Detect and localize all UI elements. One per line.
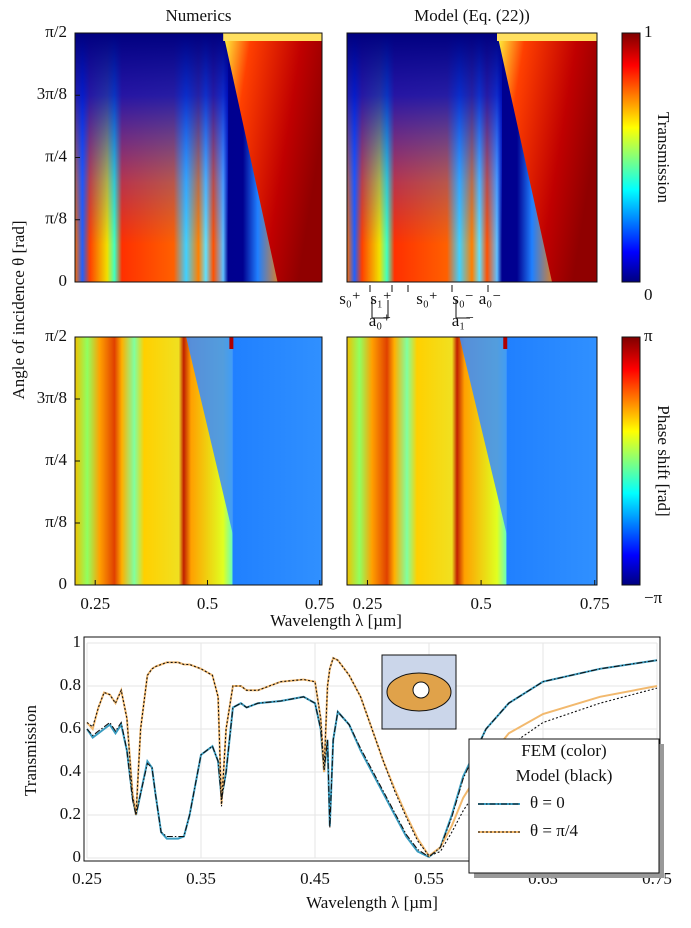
mode-label: a₁⁻ <box>452 311 474 330</box>
panel-frame <box>346 32 598 283</box>
colorbar-tick-label: π <box>644 326 653 345</box>
heatmap-wedge <box>223 33 322 282</box>
legend-box <box>468 738 660 874</box>
y-tick-label: π/2 <box>45 326 67 345</box>
model-line <box>86 659 658 858</box>
colorbar-tick-label: 0 <box>644 285 653 304</box>
inset-icon <box>381 654 457 730</box>
mode-label: s₁⁺ <box>370 289 392 308</box>
colorbar <box>621 336 641 586</box>
heatmap-strip <box>229 337 234 349</box>
x-tick-label: 0.45 <box>300 869 330 888</box>
heatmap-wedge <box>497 33 597 282</box>
x-tick-label: 0.75 <box>305 594 335 613</box>
legend-label: θ = 0 <box>530 793 565 812</box>
y-tick-label: π/4 <box>45 146 67 165</box>
y-tick-label: 0 <box>59 574 68 593</box>
heatmap-strip <box>503 337 508 349</box>
mode-label: a₀⁺ <box>369 311 391 330</box>
mode-label: a₀⁻ <box>479 289 501 308</box>
heatmap-wedge <box>186 337 234 536</box>
legend-title: Model (black) <box>516 766 613 785</box>
x-tick-label: 0.75 <box>580 594 610 613</box>
y-tick-label: 0 <box>73 847 82 866</box>
y-tick-label: π/8 <box>45 512 67 531</box>
x-tick-label: 0.35 <box>186 869 216 888</box>
y-tick-label: π/8 <box>45 209 67 228</box>
colorbar-tick-label: 1 <box>644 22 653 41</box>
x-tick-label: 0.25 <box>353 594 383 613</box>
mode-label: s₀⁺ <box>339 289 361 308</box>
y-tick-label: 0.8 <box>60 675 81 694</box>
x-tick-label: 0.5 <box>197 594 218 613</box>
panel-frame <box>346 336 598 586</box>
panel-title: Numerics <box>165 6 231 25</box>
heatmap-strip <box>497 33 597 41</box>
y-tick-label: 0 <box>59 271 68 290</box>
legend-label: θ = π/4 <box>530 821 579 840</box>
colorbar-label: Transmission <box>654 112 673 204</box>
y-tick-label: π/2 <box>45 22 67 41</box>
y-tick-label: 0.6 <box>60 718 81 737</box>
model-line <box>86 657 658 857</box>
y-tick-label: 3π/8 <box>37 388 67 407</box>
x-tick-label: 0.25 <box>80 594 110 613</box>
panel-title: Model (Eq. (22)) <box>414 6 530 25</box>
heatmap-shade <box>75 33 229 282</box>
mode-label: s₀⁺ <box>416 289 438 308</box>
x-axis-label: Wavelength λ [µm] <box>306 893 438 912</box>
heatmap-strip <box>223 33 322 41</box>
legend: FEM (color) Model (black) θ = 0 θ = π/4 <box>468 738 664 878</box>
figure-x-label: Wavelength λ [µm] <box>270 611 402 630</box>
colorbar-label: Phase shift [rad] <box>654 405 673 516</box>
figure-y-label: Angle of incidence θ [rad] <box>9 220 28 399</box>
y-tick-label: 1 <box>73 632 82 651</box>
x-tick-label: 0.25 <box>72 869 102 888</box>
colorbar <box>621 32 641 283</box>
mode-label: s₀⁻ <box>452 289 474 308</box>
mode-brackets <box>369 285 489 319</box>
y-axis-label: Transmission <box>21 704 40 796</box>
legend-title: FEM (color) <box>521 741 606 760</box>
x-tick-label: 0.5 <box>470 594 491 613</box>
heatmap-shade <box>347 33 502 282</box>
heatmap-wedge <box>459 337 507 536</box>
y-tick-label: 0.4 <box>60 761 82 780</box>
x-tick-label: 0.55 <box>414 869 444 888</box>
y-tick-label: 0.2 <box>60 804 81 823</box>
colorbar-tick-label: −π <box>644 588 663 607</box>
y-tick-label: π/4 <box>45 450 67 469</box>
y-tick-label: 3π/8 <box>37 84 67 103</box>
